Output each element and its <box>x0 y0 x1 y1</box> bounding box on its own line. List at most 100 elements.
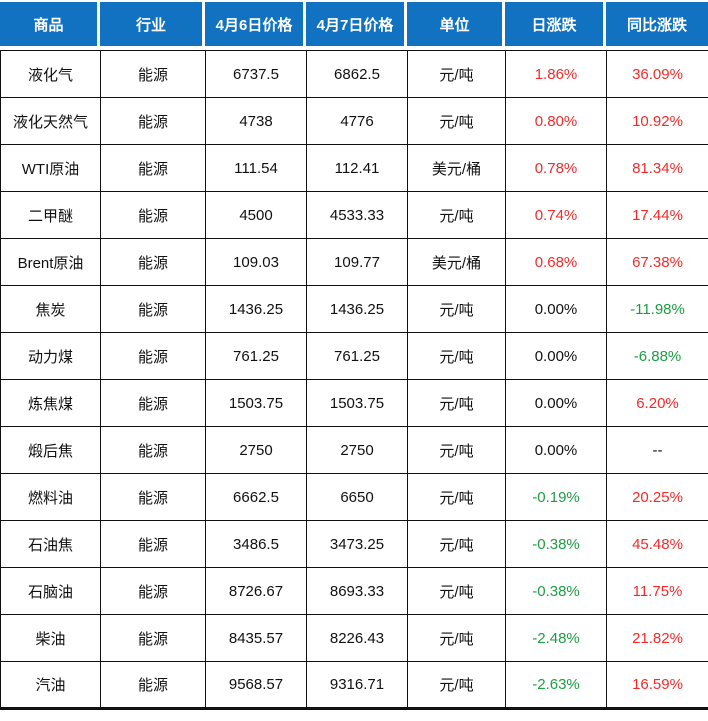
cell-price-apr7: 8226.43 <box>306 614 408 662</box>
cell-yoy-change: 6.20% <box>606 379 708 427</box>
cell-commodity: WTI原油 <box>0 144 101 192</box>
cell-price-apr7: 109.77 <box>306 238 408 286</box>
cell-price-apr7: 1436.25 <box>306 285 408 333</box>
cell-industry: 能源 <box>100 426 206 474</box>
cell-price-apr6: 9568.57 <box>205 661 307 709</box>
cell-price-apr7: 6862.5 <box>306 50 408 98</box>
cell-daily-change: 0.78% <box>505 144 607 192</box>
cell-unit: 元/吨 <box>407 661 506 709</box>
cell-unit: 元/吨 <box>407 426 506 474</box>
cell-yoy-change: 11.75% <box>606 567 708 615</box>
cell-industry: 能源 <box>100 191 206 239</box>
cell-price-apr6: 1436.25 <box>205 285 307 333</box>
cell-price-apr6: 6662.5 <box>205 473 307 521</box>
cell-industry: 能源 <box>100 238 206 286</box>
cell-industry: 能源 <box>100 661 206 709</box>
table-row: 液化气 能源 6737.5 6862.5 元/吨 1.86% 36.09% <box>0 50 708 98</box>
cell-commodity: 炼焦煤 <box>0 379 101 427</box>
cell-industry: 能源 <box>100 567 206 615</box>
cell-commodity: 焦炭 <box>0 285 101 333</box>
cell-industry: 能源 <box>100 144 206 192</box>
cell-daily-change: 0.00% <box>505 426 607 474</box>
cell-industry: 能源 <box>100 473 206 521</box>
table-row: 煅后焦 能源 2750 2750 元/吨 0.00% -- <box>0 426 708 474</box>
cell-daily-change: 0.74% <box>505 191 607 239</box>
column-header-yoy-change: 同比涨跌 <box>606 2 708 46</box>
cell-price-apr7: 8693.33 <box>306 567 408 615</box>
cell-daily-change: 0.00% <box>505 285 607 333</box>
cell-commodity: 动力煤 <box>0 332 101 380</box>
cell-industry: 能源 <box>100 520 206 568</box>
column-header-daily-change: 日涨跌 <box>505 2 606 46</box>
cell-unit: 元/吨 <box>407 520 506 568</box>
cell-price-apr6: 1503.75 <box>205 379 307 427</box>
cell-commodity: 二甲醚 <box>0 191 101 239</box>
cell-price-apr7: 2750 <box>306 426 408 474</box>
cell-yoy-change: 81.34% <box>606 144 708 192</box>
column-header-unit: 单位 <box>407 2 505 46</box>
cell-daily-change: -2.63% <box>505 661 607 709</box>
table-row: 石脑油 能源 8726.67 8693.33 元/吨 -0.38% 11.75% <box>0 567 708 615</box>
cell-price-apr7: 9316.71 <box>306 661 408 709</box>
cell-commodity: 石油焦 <box>0 520 101 568</box>
cell-yoy-change: 36.09% <box>606 50 708 98</box>
cell-unit: 元/吨 <box>407 285 506 333</box>
cell-commodity: 煅后焦 <box>0 426 101 474</box>
cell-industry: 能源 <box>100 332 206 380</box>
cell-price-apr7: 112.41 <box>306 144 408 192</box>
cell-commodity: Brent原油 <box>0 238 101 286</box>
cell-daily-change: 0.80% <box>505 97 607 145</box>
table-row: 焦炭 能源 1436.25 1436.25 元/吨 0.00% -11.98% <box>0 285 708 333</box>
column-header-price-apr7: 4月7日价格 <box>306 2 407 46</box>
cell-daily-change: -0.38% <box>505 520 607 568</box>
cell-daily-change: 1.86% <box>505 50 607 98</box>
cell-daily-change: -0.38% <box>505 567 607 615</box>
cell-industry: 能源 <box>100 97 206 145</box>
cell-unit: 元/吨 <box>407 332 506 380</box>
cell-price-apr7: 4533.33 <box>306 191 408 239</box>
cell-price-apr7: 761.25 <box>306 332 408 380</box>
cell-yoy-change: 21.82% <box>606 614 708 662</box>
commodity-price-table: 液化气 能源 6737.5 6862.5 元/吨 1.86% 36.09% 液化… <box>0 50 708 710</box>
table-body: 液化气 能源 6737.5 6862.5 元/吨 1.86% 36.09% 液化… <box>0 50 708 709</box>
cell-price-apr6: 109.03 <box>205 238 307 286</box>
cell-daily-change: 0.68% <box>505 238 607 286</box>
table-row: Brent原油 能源 109.03 109.77 美元/桶 0.68% 67.3… <box>0 238 708 286</box>
cell-daily-change: -0.19% <box>505 473 607 521</box>
cell-commodity: 汽油 <box>0 661 101 709</box>
cell-price-apr6: 4738 <box>205 97 307 145</box>
cell-unit: 元/吨 <box>407 191 506 239</box>
cell-yoy-change: 45.48% <box>606 520 708 568</box>
cell-price-apr6: 2750 <box>205 426 307 474</box>
cell-daily-change: 0.00% <box>505 379 607 427</box>
cell-unit: 美元/桶 <box>407 238 506 286</box>
cell-commodity: 液化气 <box>0 50 101 98</box>
cell-unit: 元/吨 <box>407 567 506 615</box>
table-row: 二甲醚 能源 4500 4533.33 元/吨 0.74% 17.44% <box>0 191 708 239</box>
table-row: 动力煤 能源 761.25 761.25 元/吨 0.00% -6.88% <box>0 332 708 380</box>
cell-yoy-change: -6.88% <box>606 332 708 380</box>
cell-yoy-change: 67.38% <box>606 238 708 286</box>
cell-price-apr7: 6650 <box>306 473 408 521</box>
table-header-row: 商品 行业 4月6日价格 4月7日价格 单位 日涨跌 同比涨跌 <box>0 2 708 46</box>
cell-yoy-change: 20.25% <box>606 473 708 521</box>
cell-daily-change: 0.00% <box>505 332 607 380</box>
cell-price-apr6: 761.25 <box>205 332 307 380</box>
cell-industry: 能源 <box>100 285 206 333</box>
table-row: 柴油 能源 8435.57 8226.43 元/吨 -2.48% 21.82% <box>0 614 708 662</box>
cell-price-apr7: 4776 <box>306 97 408 145</box>
table-row: 液化天然气 能源 4738 4776 元/吨 0.80% 10.92% <box>0 97 708 145</box>
cell-daily-change: -2.48% <box>505 614 607 662</box>
table-row: WTI原油 能源 111.54 112.41 美元/桶 0.78% 81.34% <box>0 144 708 192</box>
cell-commodity: 柴油 <box>0 614 101 662</box>
table-row: 炼焦煤 能源 1503.75 1503.75 元/吨 0.00% 6.20% <box>0 379 708 427</box>
cell-price-apr6: 3486.5 <box>205 520 307 568</box>
cell-price-apr6: 111.54 <box>205 144 307 192</box>
cell-price-apr6: 8435.57 <box>205 614 307 662</box>
cell-commodity: 燃料油 <box>0 473 101 521</box>
cell-price-apr6: 6737.5 <box>205 50 307 98</box>
cell-industry: 能源 <box>100 50 206 98</box>
cell-unit: 美元/桶 <box>407 144 506 192</box>
cell-unit: 元/吨 <box>407 379 506 427</box>
